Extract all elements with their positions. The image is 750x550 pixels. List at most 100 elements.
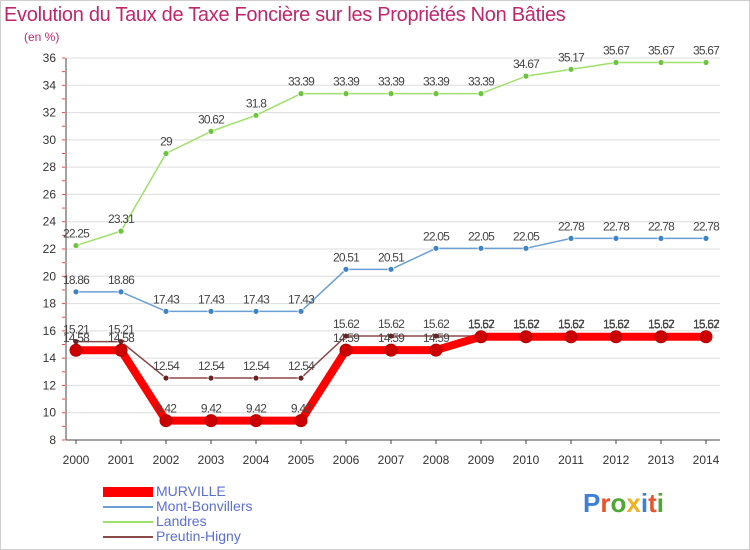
legend-swatch (103, 486, 153, 497)
y-tick-label: 22 (43, 242, 57, 256)
data-point-murville (429, 343, 443, 357)
data-label-preutin-higny: 15.62 (468, 317, 495, 331)
x-tick-label: 2013 (648, 453, 675, 467)
x-tick-label: 2011 (558, 453, 584, 467)
y-tick-label: 8 (49, 433, 56, 447)
data-label-mont-bonvillers: 22.78 (558, 219, 585, 233)
data-label-murville: 14.58 (63, 331, 90, 345)
data-label-preutin-higny: 15.62 (333, 317, 360, 331)
y-tick-label: 34 (43, 78, 57, 92)
logo-letter: i (640, 488, 649, 518)
legend-label: Mont-Bonvillers (156, 498, 253, 514)
data-point-mont-bonvillers (207, 307, 215, 315)
data-point-murville (339, 343, 353, 357)
chart-title: Evolution du Taux de Taxe Foncière sur l… (4, 4, 566, 26)
data-label-preutin-higny: 12.54 (243, 359, 270, 373)
data-label-landres: 29 (160, 135, 173, 149)
x-tick-label: 2003 (198, 453, 225, 467)
data-label-preutin-higny: 15.62 (558, 317, 585, 331)
data-label-mont-bonvillers: 20.51 (333, 250, 360, 264)
data-label-landres: 33.39 (378, 75, 405, 89)
data-point-mont-bonvillers (432, 244, 440, 252)
data-label-mont-bonvillers: 22.78 (603, 219, 630, 233)
data-label-mont-bonvillers: 17.43 (243, 292, 270, 306)
data-label-murville: 15.57 (513, 318, 540, 332)
data-label-murville: 9.42 (201, 402, 222, 416)
data-label-preutin-higny: 15.62 (378, 317, 405, 331)
x-tick-label: 2010 (513, 453, 540, 467)
legend-swatch (103, 520, 153, 523)
data-label-mont-bonvillers: 22.05 (468, 229, 495, 243)
data-point-preutin-higny (207, 374, 215, 382)
data-label-landres: 35.17 (558, 50, 585, 64)
data-point-murville (654, 330, 668, 344)
y-tick-label: 36 (43, 51, 57, 65)
data-label-preutin-higny: 15.62 (423, 317, 450, 331)
data-label-preutin-higny: 15.62 (693, 317, 720, 331)
y-tick-label: 30 (43, 133, 57, 147)
data-point-mont-bonvillers (342, 265, 350, 273)
unit-label: (en %) (24, 30, 60, 44)
data-point-mont-bonvillers (117, 288, 125, 296)
x-tick-label: 2006 (333, 453, 360, 467)
data-label-murville: 9.42 (291, 402, 312, 416)
data-label-murville: 14.59 (333, 331, 360, 345)
data-label-murville: 9.42 (156, 402, 177, 416)
data-point-mont-bonvillers (297, 307, 305, 315)
y-tick-label: 32 (43, 106, 57, 120)
data-label-landres: 33.39 (468, 75, 495, 89)
y-tick-label: 10 (43, 406, 57, 420)
data-label-mont-bonvillers: 20.51 (378, 250, 405, 264)
data-label-landres: 33.39 (288, 75, 315, 89)
x-tick-label: 2002 (153, 453, 180, 467)
x-tick-label: 2009 (468, 453, 495, 467)
data-label-murville: 15.57 (603, 318, 630, 332)
logo-letter: P (583, 488, 601, 518)
x-tick-label: 2007 (378, 453, 405, 467)
data-label-preutin-higny: 15.62 (648, 317, 675, 331)
data-label-preutin-higny: 12.54 (153, 359, 180, 373)
data-point-mont-bonvillers (657, 234, 665, 242)
data-label-preutin-higny: 15.62 (603, 317, 630, 331)
data-label-landres: 35.67 (693, 44, 720, 58)
data-point-murville (204, 414, 218, 428)
logo-letter: i (656, 488, 664, 518)
data-label-murville: 14.59 (423, 331, 450, 345)
data-label-mont-bonvillers: 22.05 (513, 229, 540, 243)
x-tick-label: 2005 (288, 453, 315, 467)
data-point-mont-bonvillers (387, 265, 395, 273)
x-tick-label: 2001 (108, 453, 135, 467)
y-tick-label: 20 (43, 269, 57, 283)
data-point-murville (114, 343, 128, 357)
data-label-mont-bonvillers: 18.86 (108, 273, 135, 287)
y-tick-label: 14 (43, 351, 57, 365)
data-point-murville (159, 414, 173, 428)
data-point-mont-bonvillers (702, 234, 710, 242)
data-point-preutin-higny (162, 374, 170, 382)
data-label-landres: 35.67 (603, 44, 630, 58)
data-point-mont-bonvillers (612, 234, 620, 242)
data-point-landres (477, 90, 485, 98)
x-tick-label: 2000 (63, 453, 90, 467)
data-point-mont-bonvillers (252, 307, 260, 315)
data-point-landres (342, 90, 350, 98)
data-point-murville (249, 414, 263, 428)
data-label-mont-bonvillers: 22.05 (423, 229, 450, 243)
data-point-preutin-higny (432, 332, 440, 340)
data-label-murville: 9.42 (246, 402, 267, 416)
data-point-landres (702, 59, 710, 66)
data-point-landres (612, 59, 620, 66)
series-line-landres (75, 61, 706, 247)
data-label-preutin-higny: 15.62 (513, 317, 540, 331)
logo-letter: o (610, 488, 627, 518)
data-point-landres (387, 90, 395, 98)
data-point-landres (162, 150, 170, 157)
data-point-murville (564, 330, 578, 344)
proxiti-logo: Proxiti (583, 488, 664, 519)
data-label-murville: 14.58 (108, 331, 135, 345)
data-point-preutin-higny (342, 332, 350, 340)
data-label-preutin-higny: 12.54 (288, 359, 315, 373)
data-point-preutin-higny (387, 332, 395, 340)
